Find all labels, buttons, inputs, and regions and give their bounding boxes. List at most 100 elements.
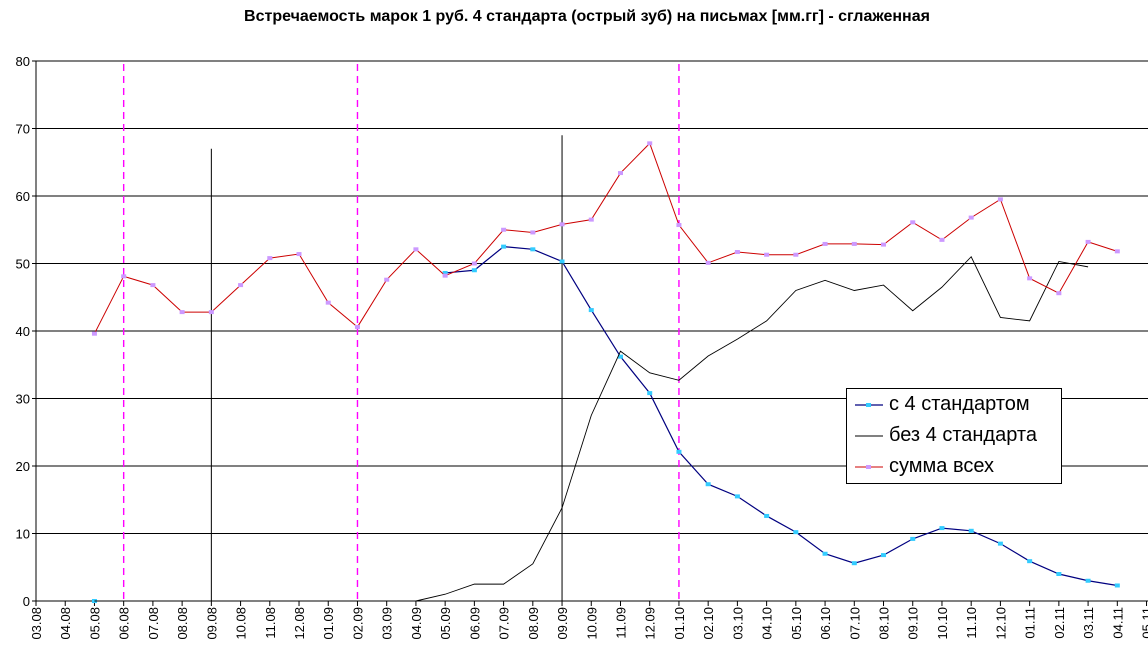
series-line-without-4 (94, 255, 1089, 602)
x-tick-label-07.08: 07.08 (146, 607, 161, 640)
point-with-4-07.10 (851, 561, 857, 566)
x-tick-label-02.10: 02.10 (701, 607, 716, 640)
point-sum-03.11 (1085, 239, 1091, 244)
y-tick-label-10: 10 (16, 527, 30, 542)
point-with-4-12.10 (997, 541, 1003, 546)
point-with-4-04.11 (1114, 583, 1120, 588)
point-sum-11.08 (267, 256, 273, 261)
point-with-4-03.11 (1085, 578, 1091, 583)
point-with-4-01.11 (1027, 559, 1033, 564)
point-sum-12.09 (647, 141, 653, 146)
y-tick-label-40: 40 (16, 324, 30, 339)
point-sum-06.10 (822, 241, 828, 246)
legend-label-without-4: без 4 стандарта (889, 424, 1037, 446)
x-tick-label-03.09: 03.09 (380, 607, 395, 640)
x-tick-label-12.08: 12.08 (292, 607, 307, 640)
point-sum-01.11 (1027, 276, 1033, 281)
point-sum-11.10 (968, 215, 974, 220)
point-sum-01.10 (676, 223, 682, 228)
point-with-4-06.10 (822, 551, 828, 556)
point-sum-11.09 (617, 171, 623, 176)
point-with-4-03.10 (734, 494, 740, 499)
x-tick-label-06.08: 06.08 (117, 607, 132, 640)
point-sum-07.09 (501, 227, 507, 232)
point-sum-12.08 (296, 252, 302, 257)
x-tick-label-10.09: 10.09 (584, 607, 599, 640)
point-with-4-06.09 (471, 268, 477, 273)
x-tick-label-03.11: 03.11 (1081, 607, 1096, 639)
x-tick-label-07.09: 07.09 (497, 607, 512, 640)
legend-swatch-sum (855, 465, 883, 469)
point-sum-04.11 (1114, 249, 1120, 254)
point-sum-06.08 (121, 274, 127, 279)
point-sum-09.09 (559, 222, 565, 227)
x-tick-label-11.09: 11.09 (613, 607, 628, 639)
x-tick-label-04.09: 04.09 (409, 607, 424, 640)
x-tick-label-08.10: 08.10 (877, 607, 892, 640)
legend-label-with-4: с 4 стандартом (889, 393, 1030, 415)
x-tick-label-06.10: 06.10 (818, 607, 833, 640)
x-tick-label-09.09: 09.09 (555, 607, 570, 640)
x-tick-label-04.08: 04.08 (58, 607, 73, 640)
point-with-4-02.11 (1056, 572, 1062, 576)
point-sum-05.08 (91, 331, 97, 336)
x-tick-label-05.08: 05.08 (87, 607, 102, 640)
series-layer (91, 141, 1120, 603)
legend-item-sum: сумма всех (853, 455, 1059, 479)
point-sum-07.08 (150, 283, 156, 288)
x-tick-label-02.11: 02.11 (1052, 607, 1067, 639)
point-sum-03.10 (734, 250, 740, 255)
point-sum-03.09 (384, 277, 390, 282)
legend-swatch-without-4 (855, 435, 883, 437)
y-tick-label-50: 50 (16, 257, 30, 272)
y-tick-label-0: 0 (23, 594, 30, 609)
x-tick-label-10.08: 10.08 (234, 607, 249, 640)
x-tick-label-01.10: 01.10 (672, 607, 687, 640)
x-tick-label-07.10: 07.10 (847, 607, 862, 640)
x-tick-label-09.10: 09.10 (906, 607, 921, 640)
point-with-4-12.09 (647, 391, 653, 396)
x-tick-label-10.10: 10.10 (935, 607, 950, 640)
x-tick-label-04.11: 04.11 (1110, 607, 1125, 639)
y-axis-ticks: 0 10 20 30 40 50 60 70 80 (16, 54, 36, 609)
point-sum-10.08 (238, 283, 244, 288)
x-tick-label-06.09: 06.09 (467, 607, 482, 640)
point-with-4-10.09 (588, 308, 594, 313)
point-with-4-11.09 (617, 354, 623, 359)
point-with-4-04.10 (764, 513, 770, 518)
x-tick-label-12.09: 12.09 (643, 607, 658, 640)
series-line-with-4 (445, 246, 1118, 587)
point-sum-04.09 (413, 247, 419, 252)
point-sum-10.10 (939, 237, 945, 242)
point-with-4-02.10 (705, 482, 711, 487)
x-tick-label-05.11: 05.11 (1140, 607, 1148, 639)
point-sum-05.10 (793, 252, 799, 257)
y-tick-label-70: 70 (16, 122, 30, 137)
x-tick-label-08.08: 08.08 (175, 607, 190, 640)
x-tick-label-09.08: 09.08 (204, 607, 219, 640)
point-sum-10.09 (588, 217, 594, 222)
legend-item-with-4: с 4 стандартом (853, 393, 1059, 417)
series-line-sum (94, 142, 1118, 334)
x-tick-label-05.10: 05.10 (789, 607, 804, 640)
series-sum (91, 141, 1120, 336)
x-tick-label-12.10: 12.10 (993, 607, 1008, 640)
series-without-4 (94, 255, 1089, 602)
point-with-4-01.10 (676, 449, 682, 454)
y-tick-label-30: 30 (16, 392, 30, 407)
point-with-4-09.09 (559, 259, 565, 264)
x-tick-label-08.09: 08.09 (526, 607, 541, 640)
point-sum-02.09 (354, 324, 360, 329)
point-with-4-11.10 (968, 528, 974, 533)
x-tick-label-01.09: 01.09 (321, 607, 336, 640)
point-with-4-08.10 (881, 553, 887, 558)
series-with-4 (91, 244, 1120, 603)
point-with-4-08.09 (530, 247, 536, 252)
point-with-4-10.10 (939, 526, 945, 531)
point-sum-08.10 (881, 242, 887, 247)
point-sum-08.09 (530, 230, 536, 235)
x-tick-label-03.08: 03.08 (29, 607, 44, 640)
x-tick-label-01.11: 01.11 (1023, 607, 1038, 639)
point-with-4-05.09 (442, 270, 448, 275)
